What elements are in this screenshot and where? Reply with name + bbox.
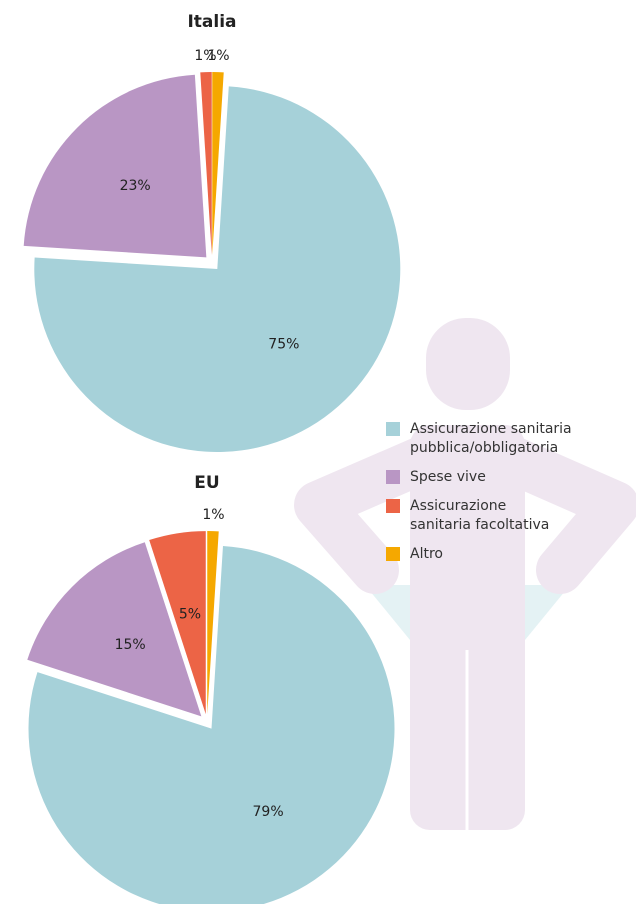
legend-item: Assicurazione sanitaria facoltativa	[386, 497, 610, 535]
legend-swatch	[386, 499, 400, 513]
value-label: 1%	[194, 48, 216, 64]
value-label: 23%	[120, 178, 151, 194]
legend-label: Spese vive	[410, 469, 486, 485]
value-label: 15%	[115, 637, 146, 653]
value-label: 75%	[268, 336, 299, 352]
pie-slice	[34, 86, 401, 453]
chart-title: Italia	[187, 12, 236, 32]
legend-swatch	[386, 470, 400, 484]
legend: Assicurazione sanitaria pubblica/obbliga…	[386, 420, 610, 574]
value-label: 79%	[253, 804, 284, 820]
legend-label: Altro	[410, 546, 443, 562]
legend-item: Assicurazione sanitaria pubblica/obbliga…	[386, 420, 610, 458]
pie-slice	[207, 531, 219, 715]
pie-slice	[27, 542, 202, 717]
pie-slice	[200, 72, 212, 256]
value-label: 1%	[207, 48, 229, 64]
legend-item: Spese vive	[386, 468, 610, 487]
value-label: 1%	[202, 507, 224, 523]
pie-slice	[149, 531, 206, 715]
pie-slice	[28, 545, 395, 904]
legend-label: Assicurazione sanitaria pubblica/obbliga…	[410, 421, 572, 456]
figure-background	[294, 318, 636, 830]
legend-swatch	[386, 422, 400, 436]
legend-item: Altro	[386, 545, 610, 564]
legend-label: Assicurazione sanitaria facoltativa	[410, 498, 550, 533]
legend-swatch	[386, 547, 400, 561]
pie-slice	[23, 74, 207, 258]
value-label: 5%	[179, 607, 201, 623]
chart-title: EU	[194, 473, 219, 493]
pie-slice	[212, 72, 224, 256]
